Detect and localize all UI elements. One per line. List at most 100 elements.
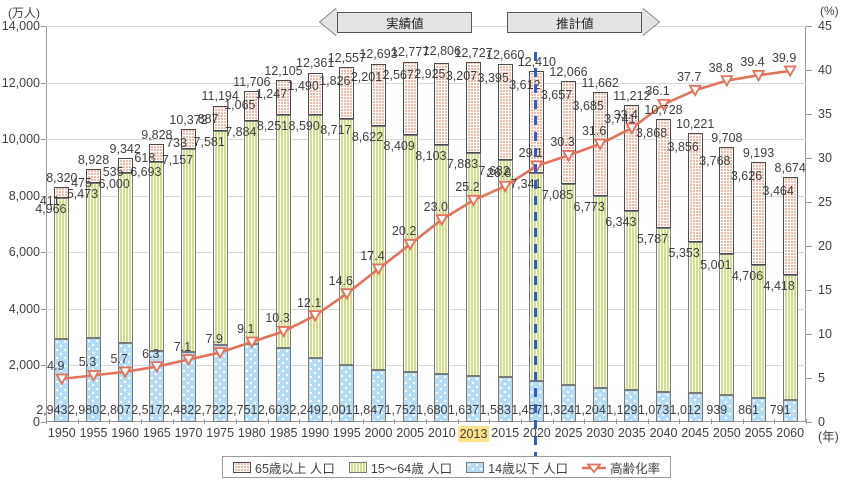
bar-total-label: 8,320 xyxy=(46,170,78,185)
stacked-bar[interactable] xyxy=(54,186,70,422)
aging-rate-label: 38.8 xyxy=(708,60,733,75)
bar-elderly-label: 1,247 xyxy=(255,86,288,101)
stacked-bar[interactable] xyxy=(782,176,798,422)
bar-child-label: 1,457 xyxy=(511,403,543,417)
right-tick-mark xyxy=(806,114,812,115)
x-tick-mark xyxy=(331,419,332,424)
stacked-bar[interactable] xyxy=(339,67,355,422)
bar-elderly-label: 3,657 xyxy=(540,87,573,102)
x-axis-label: 2010 xyxy=(427,426,456,440)
bar-working-age-label: 5,001 xyxy=(700,257,732,272)
aging-rate-line-icon xyxy=(582,462,607,473)
bar-segment-working-age xyxy=(149,161,165,351)
stacked-bar[interactable] xyxy=(212,105,228,422)
bar-segment-child xyxy=(561,384,576,422)
bar-segment-working-age xyxy=(402,134,418,373)
stacked-bar[interactable] xyxy=(86,169,101,422)
x-tick-mark xyxy=(711,419,712,424)
stacked-bar[interactable] xyxy=(624,104,640,422)
bar-child-label: 1,129 xyxy=(606,403,638,417)
x-axis-label: 2025 xyxy=(554,426,583,440)
x-axis-label: 2030 xyxy=(586,426,615,440)
bar-segment-working-age xyxy=(307,115,323,359)
aging-rate-label: 39.4 xyxy=(740,55,765,70)
legend-item-child[interactable]: 14歳以下 人口 xyxy=(466,458,568,477)
stacked-bar[interactable] xyxy=(529,71,545,422)
stacked-bar[interactable] xyxy=(466,62,481,422)
stacked-bar[interactable] xyxy=(592,92,608,422)
bar-elderly-label: 3,768 xyxy=(699,154,731,169)
bar-child-label: 1,324 xyxy=(542,403,575,417)
banner-estimate: 推計値 xyxy=(507,8,660,36)
right-tick-mark xyxy=(806,202,812,203)
legend-item-old[interactable]: 65歳以上 人口 xyxy=(233,458,335,477)
aging-rate-label: 23.0 xyxy=(423,199,448,214)
x-axis-label: 1960 xyxy=(111,426,140,440)
stacked-bar[interactable] xyxy=(687,132,703,422)
stacked-bar[interactable] xyxy=(719,147,735,422)
stacked-bar[interactable] xyxy=(149,144,165,422)
x-tick-mark xyxy=(774,419,776,424)
bar-total-label: 12,660 xyxy=(486,47,525,62)
legend-item-work[interactable]: 15〜64歳 人口 xyxy=(348,458,452,477)
bar-child-label: 1,637 xyxy=(447,403,480,417)
stacked-bar[interactable] xyxy=(181,128,196,422)
right-tick-label: 35 xyxy=(818,107,832,121)
legend-item-rate[interactable]: 高齢化率 xyxy=(582,458,660,477)
stacked-bar[interactable] xyxy=(497,63,513,422)
bar-child-label: 1,204 xyxy=(574,403,606,417)
bar-segment-child xyxy=(497,377,513,422)
bar-working-age-label: 4,966 xyxy=(35,202,67,217)
stacked-bar[interactable] xyxy=(434,60,450,422)
bar-elderly-label: 3,868 xyxy=(635,125,668,140)
bar-child-label: 2,943 xyxy=(36,403,68,417)
right-tick-mark xyxy=(806,334,812,335)
x-tick-mark xyxy=(299,419,301,424)
bar-segment-child xyxy=(624,390,640,422)
bar-child-label: 2,001 xyxy=(321,403,353,417)
bar-working-age-label: 5,473 xyxy=(66,186,99,201)
legend-swatch-child xyxy=(466,461,485,473)
x-tick-mark xyxy=(394,419,396,424)
x-tick-mark xyxy=(426,419,427,424)
stacked-bar[interactable] xyxy=(402,61,418,422)
bar-segment-working-age xyxy=(54,198,70,339)
bar-elderly-label: 475 xyxy=(71,176,92,191)
bar-segment-child xyxy=(687,393,703,422)
stacked-bar[interactable] xyxy=(371,63,386,422)
x-tick-mark xyxy=(679,419,681,424)
bar-elderly-label: 3,626 xyxy=(730,168,763,183)
left-axis-unit: (万人) xyxy=(8,6,40,20)
stacked-bar[interactable] xyxy=(561,80,576,422)
bar-segment-working-age xyxy=(339,118,355,366)
aging-rate-label: 26.8 xyxy=(486,166,512,181)
stacked-bar[interactable] xyxy=(656,118,671,422)
bar-child-label: 2,722 xyxy=(194,403,226,417)
bar-elderly-label: 1,826 xyxy=(319,73,351,88)
right-tick-label: 0 xyxy=(818,415,825,429)
x-axis-label: 2035 xyxy=(617,426,646,440)
x-tick-mark xyxy=(647,419,649,424)
x-tick-mark xyxy=(616,419,617,424)
bar-segment-working-age xyxy=(244,121,260,345)
bar-total-label: 12,105 xyxy=(264,63,303,78)
right-tick-label: 10 xyxy=(818,327,832,341)
bar-elderly-label: 3,741 xyxy=(604,111,636,126)
x-axis-label: 2020 xyxy=(522,426,551,440)
right-tick-label: 40 xyxy=(818,63,832,77)
left-tick-label: 4,000 xyxy=(8,301,40,316)
x-tick-mark xyxy=(236,419,237,424)
bar-total-label: 12,410 xyxy=(517,54,556,69)
left-tick-mark xyxy=(41,252,46,254)
stacked-bar[interactable] xyxy=(117,157,133,422)
x-axis-label: 1965 xyxy=(142,426,171,440)
bar-segment-child xyxy=(592,387,608,422)
bar-elderly-label: 2,567 xyxy=(382,67,414,82)
x-tick-mark xyxy=(77,419,79,424)
bar-working-age-label: 7,581 xyxy=(193,134,225,149)
x-tick-mark xyxy=(46,419,47,424)
bar-segment-working-age xyxy=(371,125,386,370)
banner-actual-label: 実績値 xyxy=(386,17,424,31)
aging-rate-label: 10.3 xyxy=(265,311,290,326)
stacked-bar[interactable] xyxy=(244,91,260,422)
